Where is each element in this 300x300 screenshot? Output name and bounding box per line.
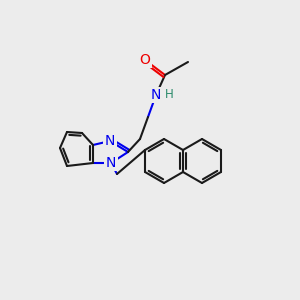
Text: N: N xyxy=(105,134,115,148)
Text: N: N xyxy=(106,156,116,170)
Text: N: N xyxy=(151,88,161,102)
Text: O: O xyxy=(140,53,150,67)
Text: H: H xyxy=(165,88,173,101)
